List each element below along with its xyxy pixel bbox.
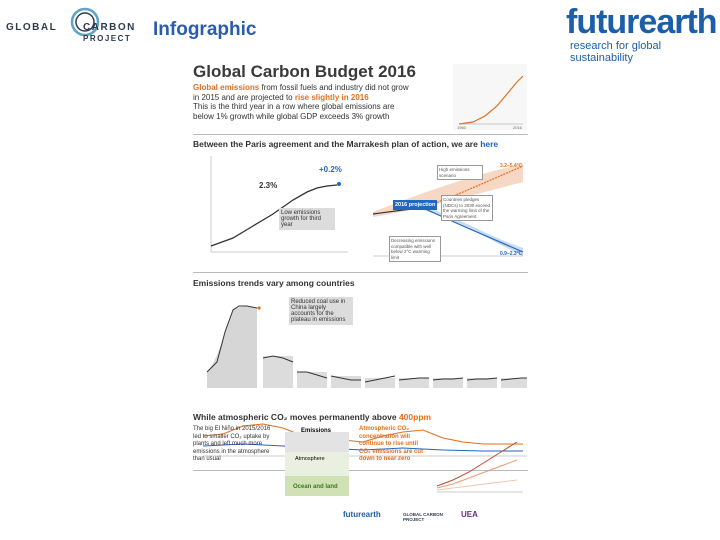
- lead-line-3: This is the third year in a row where gl…: [193, 102, 443, 112]
- range-bottom-label: 0.9–2.3°C: [500, 251, 522, 257]
- decreasing-emissions-label: Decreasing emissions compatible with wel…: [389, 236, 441, 262]
- poster-lead: Global emissions from fossil fuels and i…: [193, 83, 443, 121]
- section-paris-here: here: [480, 139, 498, 149]
- co2-concentration-chart: [433, 426, 527, 496]
- gcp-global-text: GLOBAL: [6, 22, 57, 33]
- section-co2-text: While atmospheric CO₂ moves permanently …: [193, 412, 399, 422]
- footer-logo-futureearth: futurearth: [343, 510, 381, 519]
- lead-line-2: in 2015 and are projected to: [193, 93, 295, 102]
- lead-highlight-emissions: Global emissions: [193, 83, 259, 92]
- low-emissions-label: Low emissions growth for third year: [279, 208, 335, 230]
- futureearth-tagline: research for global sustainability: [570, 40, 720, 64]
- el-nino-text: The big El Niño in 2015/2016 led to smal…: [193, 426, 271, 464]
- gcp-project-text: PROJECT: [83, 34, 131, 43]
- section-co2-400ppm: 400ppm: [399, 412, 431, 422]
- infographic-poster: Global Carbon Budget 2016 Global emissio…: [193, 60, 528, 538]
- lead-line-1: from fossil fuels and industry did not g…: [259, 83, 408, 92]
- range-top-label: 3.2–5.4°C: [500, 163, 522, 169]
- section-trends: Emissions trends vary among countries: [193, 278, 355, 288]
- section-paris: Between the Paris agreement and the Marr…: [193, 139, 498, 149]
- futureearth-logo: futurearth: [566, 3, 717, 42]
- lead-highlight-rise: rise slightly in 2016: [295, 93, 369, 102]
- countries-pledges-label: Countries pledges (NDCs) to 2030 exceed …: [441, 195, 493, 221]
- growth-23-label: 2.3%: [259, 181, 277, 190]
- high-scenario-label: High emissions scenario: [437, 165, 483, 180]
- footer-logo-uea: UEA: [461, 510, 478, 519]
- divider: [193, 134, 528, 135]
- projection-2016-badge: 2016 projection: [393, 200, 437, 210]
- top-right-co2-chart: 1960 2016: [453, 64, 527, 130]
- china-area-chart: [203, 292, 263, 392]
- footer-logo-gcp: GLOBAL CARBON PROJECT: [403, 512, 453, 522]
- page-title: Infographic: [153, 19, 256, 41]
- lead-line-4: below 1% growth while global GDP exceeds…: [193, 112, 443, 122]
- divider: [193, 272, 528, 273]
- section-co2: While atmospheric CO₂ moves permanently …: [193, 412, 431, 422]
- country-panels-chart: [263, 292, 527, 392]
- axis-start-label: 1960: [457, 125, 467, 130]
- gcp-carbon-text: CARBON: [83, 22, 136, 33]
- emissions-label: Emissions: [301, 428, 331, 434]
- ocean-land-label: Ocean and land: [293, 484, 338, 490]
- poster-title: Global Carbon Budget 2016: [193, 62, 416, 82]
- axis-end-label: 2016: [513, 125, 523, 130]
- projected-label: +0.2%: [319, 165, 342, 174]
- atm-concentration-text: Atmospheric CO₂ concentration will conti…: [359, 426, 425, 464]
- section-paris-text: Between the Paris agreement and the Marr…: [193, 139, 480, 149]
- atmosphere-label: Atmosphere: [295, 456, 325, 462]
